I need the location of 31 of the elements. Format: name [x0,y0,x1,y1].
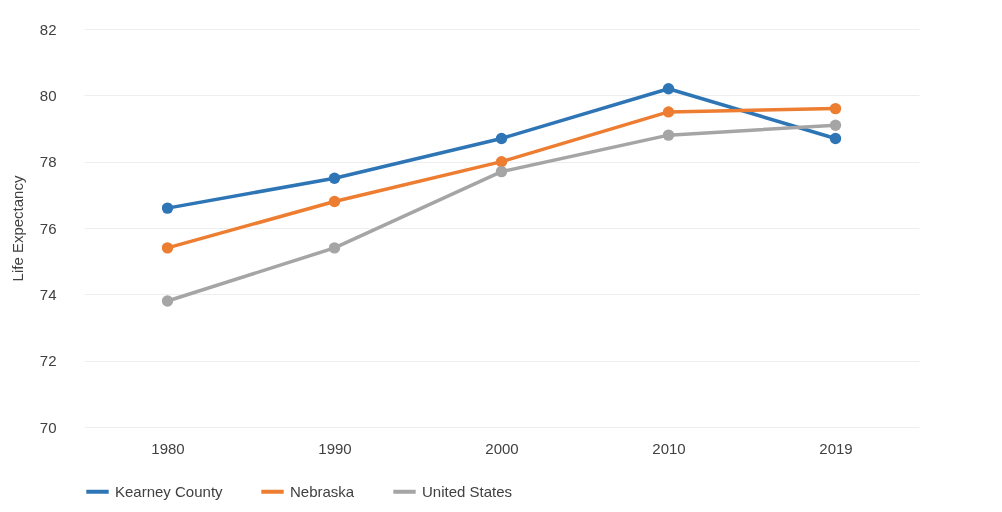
point [495,132,508,145]
point [328,172,341,184]
x-tick-label: 1980 [151,439,185,457]
point [495,155,508,168]
point [161,202,174,214]
legend-label: Nebraska [290,482,355,500]
x-tick-label: 2010 [652,439,686,457]
point [829,119,842,131]
point [161,295,174,307]
x-tick-label: 1990 [318,439,352,457]
y-tick-label: 74 [39,285,57,303]
point [328,242,341,254]
x-tick-label: 2000 [485,439,519,457]
y-tick-label: 80 [39,86,57,104]
point [829,132,842,145]
point [662,106,675,118]
x-tick-label: 2019 [819,439,853,457]
y-tick-label: 82 [39,20,57,38]
point [662,129,675,141]
point [328,195,341,208]
y-tick-label: 70 [39,418,57,436]
legend-label: Kearney County [115,482,224,500]
point [662,83,675,95]
point [829,102,842,115]
y-tick-label: 78 [39,153,57,171]
y-axis-title: Life Expectancy [8,175,26,282]
y-tick-label: 72 [39,352,57,370]
point [495,165,508,178]
legend-label: United States [422,482,513,500]
point [161,242,174,254]
y-tick-label: 76 [39,219,57,237]
